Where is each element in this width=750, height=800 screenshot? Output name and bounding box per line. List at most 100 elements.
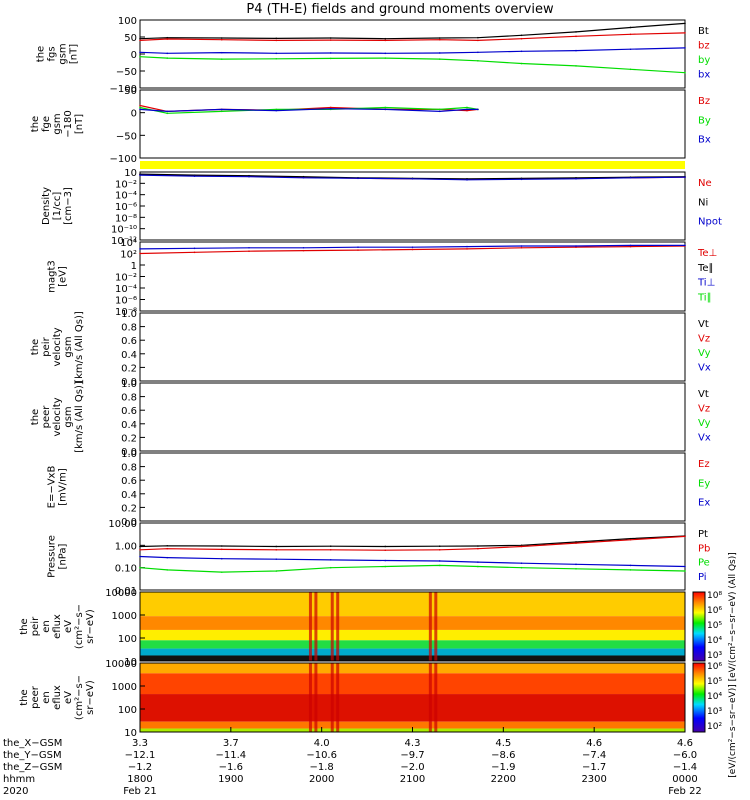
colorbar-tick: 10⁴	[707, 692, 722, 702]
data-point-bz	[139, 39, 141, 42]
y-tick-label: 10	[124, 657, 137, 668]
xaxis-value: 4.0	[314, 738, 330, 749]
xaxis-value: −8.6	[491, 750, 515, 761]
data-point-By	[384, 106, 387, 109]
data-point-Pb	[166, 547, 169, 550]
legend-Vx: Vx	[698, 363, 711, 374]
data-point-Ti	[248, 246, 250, 249]
data-point-by	[520, 62, 523, 65]
y-axis-label: velocity	[52, 397, 63, 436]
data-point-Npot	[302, 176, 305, 179]
y-axis-label: −180	[63, 110, 74, 137]
y-axis-label: [nPa]	[58, 543, 69, 569]
y-tick-label: 1000	[112, 682, 137, 693]
data-point-Te	[629, 245, 632, 248]
legend-Bt: Bt	[698, 26, 709, 37]
legend-Ey: Ey	[698, 478, 710, 489]
spectrogram-streak	[314, 592, 318, 661]
data-point-Bx	[384, 108, 387, 111]
xaxis-value: −1.2	[128, 762, 152, 773]
data-point-Pe	[684, 570, 686, 572]
panel-frame	[139, 171, 686, 241]
data-point-Bx	[166, 110, 169, 113]
data-point-Pt	[275, 545, 278, 548]
y-tick-label: 0.8	[121, 463, 137, 474]
data-point-Pt	[384, 545, 387, 548]
colorbar-tick: 10²	[707, 722, 722, 732]
data-point-Bt	[684, 22, 686, 25]
y-axis-label: eflux	[52, 685, 63, 710]
y-tick-label: 10⁻⁶	[115, 202, 137, 213]
data-point-by	[220, 58, 223, 60]
data-point-Bt	[520, 34, 523, 37]
data-point-bx	[477, 51, 479, 54]
legend-Vz: Vz	[698, 404, 710, 415]
panel-peer-eflux: 10000 1000 100 10 the peer en eflux eV (cm²−s− sr−…	[19, 659, 686, 739]
y-axis-label: peir	[41, 336, 52, 356]
y-axis-label: [km/s (All Qs)]	[74, 381, 85, 453]
data-point-Bt	[629, 26, 632, 29]
data-point-Te	[411, 248, 414, 251]
panel-frame	[139, 452, 686, 522]
colorbar-tick: 10⁵	[707, 677, 722, 687]
y-tick-label: 10⁻⁸	[115, 307, 137, 318]
xaxis-value: 4.6	[586, 738, 602, 749]
data-point-Pe	[438, 564, 441, 567]
legend-Ne: Ne	[698, 178, 712, 189]
y-tick-label: 0.0	[121, 377, 137, 388]
data-point-Bt	[329, 37, 332, 39]
y-tick-label: 10⁻⁶	[115, 296, 137, 307]
y-axis-label: gsm	[52, 113, 63, 134]
panel-fge-gsm: 50 0 −50 −100 the fge gsm −180 [nT] Bz By Bx	[30, 86, 711, 165]
y-axis-label: sr−eV)	[85, 680, 96, 715]
data-point-Bz	[139, 104, 141, 107]
data-point-Bz	[466, 109, 468, 112]
data-point-Npot	[411, 178, 414, 180]
data-point-Pe	[275, 570, 278, 572]
xaxis-value: −6.0	[673, 750, 697, 761]
y-tick-label: 10⁻¹²	[111, 236, 137, 247]
xaxis-row-label: the_Z−GSM	[3, 762, 62, 773]
y-axis-label: E=−VxB	[47, 466, 58, 509]
data-point-Pi	[438, 560, 441, 562]
data-point-Pe	[139, 566, 141, 569]
y-axis-label: peir	[30, 616, 41, 636]
xaxis-value: 4.5	[495, 738, 511, 749]
data-point-Pt	[477, 545, 479, 547]
series-by	[139, 56, 686, 74]
data-point-by	[139, 55, 141, 58]
xaxis-value: 4.3	[405, 738, 421, 749]
y-axis-label: the	[19, 618, 30, 634]
data-point-Te	[466, 248, 468, 250]
y-tick-label: 10	[124, 728, 137, 739]
legend-Vz: Vz	[698, 334, 710, 345]
y-axis-label: gsm	[58, 43, 69, 64]
y-axis-label: fgs	[47, 46, 58, 61]
y-axis-label: eV	[63, 620, 74, 633]
y-axis-label: eV	[63, 691, 74, 704]
panel-peer-velocity: 1.0 0.8 0.6 0.4 0.2 0.0 the peer velocity gsm [km/…	[30, 379, 711, 458]
y-tick-label: 0.8	[121, 323, 137, 334]
colorbar-upper	[692, 591, 706, 662]
y-tick-label: 0.4	[121, 490, 137, 501]
data-point-Pt	[438, 545, 441, 548]
data-point-Bx	[220, 108, 223, 111]
data-point-Pb	[520, 545, 523, 548]
xaxis-value: −7.4	[582, 750, 606, 761]
data-point-Npot	[684, 176, 686, 179]
y-tick-label: 10⁴	[120, 238, 137, 249]
data-point-Ti	[193, 247, 196, 250]
legend-Ni: Ni	[698, 197, 708, 208]
data-point-Bt	[438, 37, 441, 39]
y-tick-label: 100	[118, 16, 137, 27]
y-axis-label: peer	[30, 685, 41, 709]
y-axis-label: [cm−3]	[63, 187, 74, 225]
xaxis-value: Feb 21	[123, 786, 157, 797]
y-axis-label: fge	[41, 116, 52, 132]
data-point-Te	[139, 252, 141, 255]
data-point-Bx	[438, 110, 441, 113]
data-point-By	[166, 112, 169, 115]
y-axis-label: magt3	[47, 260, 58, 293]
spectrogram-band	[140, 648, 685, 656]
